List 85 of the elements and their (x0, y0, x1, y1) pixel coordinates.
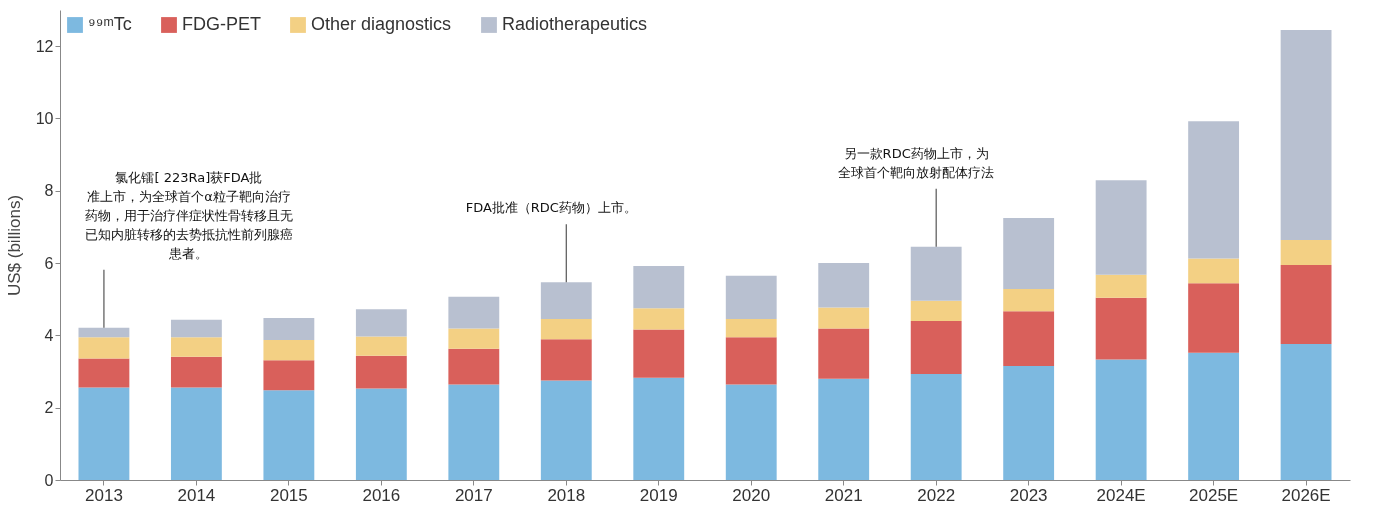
x-tick-label: 2025E (1189, 485, 1239, 505)
y-axis-title: US$ (billions) (4, 194, 24, 297)
x-tick-label: 2016 (362, 485, 401, 505)
bar (170, 337, 222, 357)
bar (633, 265, 685, 309)
bar (170, 319, 222, 338)
bar (910, 374, 962, 480)
bar (633, 377, 685, 480)
x-tick-label: 2017 (454, 485, 493, 505)
y-tick-label: 6 (44, 254, 54, 272)
x-tick-label: 2013 (85, 485, 123, 505)
bar (263, 318, 315, 341)
y-tick-label: 0 (44, 471, 54, 489)
x-tick-label: 2020 (732, 485, 771, 505)
bar (1280, 264, 1332, 345)
bar (170, 387, 222, 480)
bar (448, 328, 500, 349)
y-tick-label: 10 (35, 109, 54, 127)
x-tick-label: 2019 (639, 485, 678, 505)
legend-label: FDG-PET (182, 14, 261, 34)
bar (1095, 180, 1147, 275)
bar (263, 390, 315, 480)
bar (78, 327, 130, 338)
bar (1003, 289, 1055, 312)
bar (448, 296, 500, 329)
bar (540, 319, 592, 340)
legend-label: Other diagnostics (311, 14, 452, 34)
x-tick-label: 2023 (1009, 485, 1048, 505)
annotation: 氯化镭[ 223Ra]获FDA批准上市，为全球首个α粒子靶向治疗药物，用于治疗伴症状性骨转移且无已知内脏转移的去势抵抗性前列腺癌患者。 (84, 169, 293, 261)
x-tick-label: 2018 (547, 485, 586, 505)
annotation: 另一款RDC药物上市，为全球首个靶向放射配体疗法 (838, 145, 995, 180)
legend-label: Radiotherapeutics (502, 14, 648, 34)
y-tick-label: 2 (44, 399, 54, 417)
bar (448, 348, 500, 385)
bar (910, 300, 962, 321)
bar (540, 282, 592, 320)
bar (818, 378, 870, 480)
x-tick-label: 2022 (917, 485, 956, 505)
bar (818, 328, 870, 379)
bar (540, 339, 592, 381)
bar (725, 275, 777, 320)
bar (448, 384, 500, 480)
legend-label: ⁹⁹ᵐTc (88, 14, 132, 34)
bar (1003, 311, 1055, 367)
bar (78, 387, 130, 480)
bar (1188, 352, 1240, 480)
bar (725, 337, 777, 385)
bar (170, 356, 222, 388)
x-tick-label: 2021 (824, 485, 863, 505)
y-tick-label: 4 (44, 326, 54, 344)
bar (633, 329, 685, 378)
bar (1280, 344, 1332, 480)
bar (355, 336, 407, 356)
bar (355, 309, 407, 337)
annotation: FDA批准（RDC药物）上市。 (465, 200, 637, 216)
y-tick-label: 12 (35, 37, 54, 55)
bar (910, 246, 962, 301)
bar (78, 337, 130, 359)
x-tick-label: 2026E (1281, 485, 1331, 505)
bar (910, 320, 962, 375)
bar (263, 360, 315, 391)
x-tick-label: 2015 (269, 485, 308, 505)
bar (1188, 258, 1240, 284)
bar (725, 319, 777, 338)
bar (355, 388, 407, 480)
y-tick-label: 8 (44, 182, 54, 200)
bar (1188, 283, 1240, 353)
bar (540, 380, 592, 480)
bar (1003, 217, 1055, 290)
bar (1095, 297, 1147, 360)
bar (1280, 239, 1332, 265)
bar (1095, 359, 1147, 480)
bar (78, 358, 130, 388)
bar (818, 263, 870, 308)
bar (725, 384, 777, 480)
bar (355, 355, 407, 389)
bar (1280, 29, 1332, 240)
bar (1003, 366, 1055, 480)
bar (633, 308, 685, 330)
x-tick-label: 2024E (1096, 485, 1146, 505)
bar (263, 340, 315, 361)
bar (818, 307, 870, 329)
bar (1095, 274, 1147, 298)
x-tick-label: 2014 (177, 485, 216, 505)
bar (1188, 121, 1240, 259)
